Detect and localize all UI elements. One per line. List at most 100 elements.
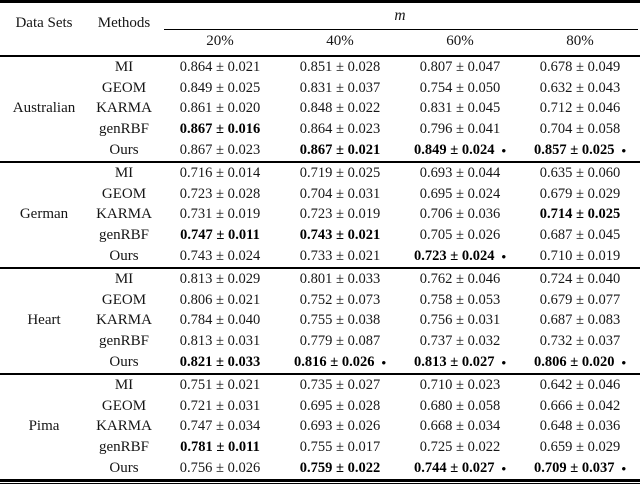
result-value: 0.710 ± 0.023 xyxy=(400,375,520,396)
result-value-text: 0.796 ± 0.041 xyxy=(419,121,501,138)
result-value: 0.693 ± 0.044 xyxy=(400,163,520,184)
result-value-text: 0.857 ± 0.025 xyxy=(533,142,615,159)
result-value: 0.695 ± 0.028 xyxy=(280,396,400,417)
result-value: 0.735 ± 0.027 xyxy=(280,375,400,396)
method-label: genRBF xyxy=(98,333,149,350)
result-value-text: 0.659 ± 0.029 xyxy=(539,439,621,456)
table-body: Australian MI 0.864 ± 0.021 0.851 ± 0.028 0.… xyxy=(0,57,640,479)
dataset-label: Australian xyxy=(12,100,76,117)
result-value: 0.693 ± 0.026 xyxy=(280,417,400,438)
result-value: 0.754 ± 0.050 xyxy=(400,78,520,99)
col-header-20pct: 20% xyxy=(206,33,234,49)
result-value: 0.781 ± 0.011 xyxy=(160,437,280,458)
result-value-text: 0.724 ± 0.040 xyxy=(539,270,621,287)
result-value-text: 0.831 ± 0.037 xyxy=(299,79,381,96)
result-value: 0.687 ± 0.045 xyxy=(520,225,640,246)
result-value: 0.724 ± 0.040 xyxy=(520,269,640,290)
result-value: 0.752 ± 0.073 xyxy=(280,290,400,311)
group-underline-rule xyxy=(164,29,638,30)
dataset-block-pima: Pima MI 0.751 ± 0.021 0.735 ± 0.027 0.710 ± … xyxy=(0,375,640,479)
result-value-text: 0.849 ± 0.025 xyxy=(179,79,261,96)
result-value-text: 0.731 ± 0.019 xyxy=(179,206,261,223)
result-value-text: 0.695 ± 0.024 xyxy=(419,185,501,202)
result-value-text: 0.754 ± 0.050 xyxy=(419,79,501,96)
result-value: 0.747 ± 0.011 xyxy=(160,225,280,246)
result-value-text: 0.816 ± 0.026 xyxy=(293,354,375,371)
result-value: 0.851 ± 0.028 xyxy=(280,57,400,78)
result-value: 0.861 ± 0.020 xyxy=(160,99,280,120)
result-value-text: 0.725 ± 0.022 xyxy=(419,439,501,456)
result-value-text: 0.813 ± 0.031 xyxy=(179,333,261,350)
result-value: 0.756 ± 0.026 xyxy=(160,458,280,479)
result-value-text: 0.712 ± 0.046 xyxy=(539,100,621,117)
result-value: 0.666 ± 0.042 xyxy=(520,396,640,417)
result-value-text: 0.801 ± 0.033 xyxy=(299,270,381,287)
result-value-text: 0.758 ± 0.053 xyxy=(419,291,501,308)
table-header: Data Sets Methods m 20% 40% 60% 80% xyxy=(0,3,640,55)
result-value-text: 0.642 ± 0.046 xyxy=(539,376,621,393)
method-label: genRBF xyxy=(98,121,149,138)
header-methods: Methods xyxy=(97,14,151,31)
result-value-text: 0.723 ± 0.028 xyxy=(179,185,261,202)
method-label: GEOM xyxy=(101,397,147,414)
result-value: 0.716 ± 0.014 xyxy=(160,163,280,184)
result-value: 0.723 ± 0.019 xyxy=(280,205,400,226)
method-label: Ours xyxy=(109,354,139,371)
result-value: 0.705 ± 0.026 xyxy=(400,225,520,246)
result-value: 0.635 ± 0.060 xyxy=(520,163,640,184)
result-value: 0.632 ± 0.043 xyxy=(520,78,640,99)
header-separator-rule xyxy=(0,55,640,57)
result-value: 0.796 ± 0.041 xyxy=(400,119,520,140)
result-value-text: 0.779 ± 0.087 xyxy=(299,333,381,350)
block-separator-rule xyxy=(0,267,640,269)
result-value-text: 0.706 ± 0.036 xyxy=(419,206,501,223)
result-value: 0.679 ± 0.029 xyxy=(520,184,640,205)
result-value: 0.747 ± 0.034 xyxy=(160,417,280,438)
dataset-label: Heart xyxy=(27,312,61,329)
method-label: GEOM xyxy=(101,79,147,96)
result-value: 0.695 ± 0.024 xyxy=(400,184,520,205)
result-value-text: 0.784 ± 0.040 xyxy=(179,312,261,329)
dataset-label: German xyxy=(19,206,69,223)
method-label: Ours xyxy=(109,142,139,159)
table-bottom-rule-thick xyxy=(0,479,640,482)
result-value: 0.831 ± 0.045 xyxy=(400,99,520,120)
result-value: 0.779 ± 0.087 xyxy=(280,331,400,352)
result-value-text: 0.732 ± 0.037 xyxy=(539,333,621,350)
result-value: 0.704 ± 0.058 xyxy=(520,119,640,140)
result-value: 0.807 ± 0.047 xyxy=(400,57,520,78)
result-value-text: 0.737 ± 0.032 xyxy=(419,333,501,350)
result-value-text: 0.864 ± 0.023 xyxy=(299,121,381,138)
col-header-60pct: 60% xyxy=(446,33,474,49)
result-value: 0.816 ± 0.026 • xyxy=(280,352,400,373)
result-value-text: 0.747 ± 0.034 xyxy=(179,418,261,435)
method-label: GEOM xyxy=(101,291,147,308)
result-value: 0.743 ± 0.024 xyxy=(160,246,280,267)
result-value: 0.744 ± 0.027 • xyxy=(400,458,520,479)
result-value: 0.857 ± 0.025 • xyxy=(520,140,640,161)
result-value-text: 0.710 ± 0.019 xyxy=(539,248,621,265)
result-value: 0.831 ± 0.037 xyxy=(280,78,400,99)
dataset-block-heart: Heart MI 0.813 ± 0.029 0.801 ± 0.033 0.762 ±… xyxy=(0,269,640,373)
group-label-m: m xyxy=(394,7,406,24)
result-value-text: 0.806 ± 0.020 xyxy=(533,354,615,371)
result-value: 0.864 ± 0.021 xyxy=(160,57,280,78)
result-value: 0.821 ± 0.033 xyxy=(160,352,280,373)
method-label: GEOM xyxy=(101,185,147,202)
result-value: 0.668 ± 0.034 xyxy=(400,417,520,438)
result-value: 0.714 ± 0.025 xyxy=(520,205,640,226)
result-value-text: 0.632 ± 0.043 xyxy=(539,79,621,96)
result-value: 0.762 ± 0.046 xyxy=(400,269,520,290)
result-value: 0.801 ± 0.033 xyxy=(280,269,400,290)
result-value-text: 0.781 ± 0.011 xyxy=(180,439,260,456)
result-value: 0.813 ± 0.029 xyxy=(160,269,280,290)
result-value-text: 0.743 ± 0.024 xyxy=(179,248,261,265)
method-label: MI xyxy=(114,270,134,287)
result-value-text: 0.806 ± 0.021 xyxy=(179,291,261,308)
result-value: 0.864 ± 0.023 xyxy=(280,119,400,140)
result-value-text: 0.693 ± 0.044 xyxy=(419,164,501,181)
significance-dot-icon: • xyxy=(621,461,627,477)
result-value-text: 0.751 ± 0.021 xyxy=(179,376,261,393)
result-value: 0.756 ± 0.031 xyxy=(400,311,520,332)
result-value-text: 0.755 ± 0.017 xyxy=(299,439,381,456)
